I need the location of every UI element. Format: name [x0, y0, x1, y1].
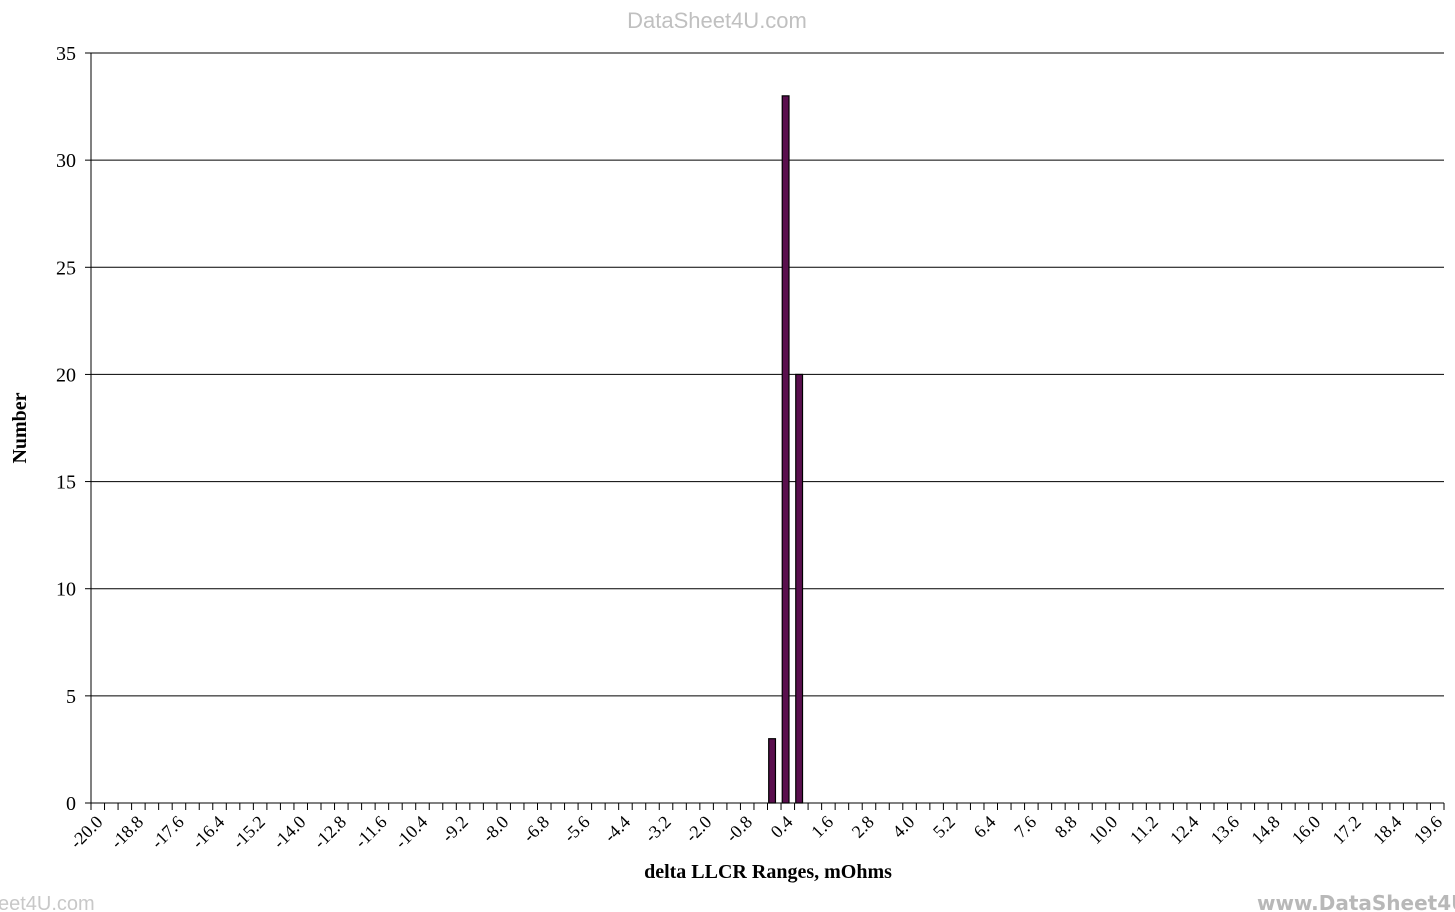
watermark-bottom-left: eet4U.com — [0, 893, 95, 912]
x-tick-label: -9.2 — [438, 812, 472, 846]
x-tick-label: 14.8 — [1247, 812, 1283, 848]
x-tick-label: 19.6 — [1410, 812, 1446, 848]
y-tick-label: 30 — [56, 150, 76, 172]
bars — [768, 95, 804, 804]
x-tick-label: -17.6 — [147, 812, 188, 853]
x-tick-label: 16.0 — [1288, 812, 1324, 848]
x-tick-label: -15.2 — [228, 812, 269, 853]
x-tick-label: 8.8 — [1051, 812, 1081, 842]
x-tick-label: -0.8 — [722, 812, 756, 846]
x-tick-label: -18.8 — [107, 812, 148, 853]
x-tick-label: -20.0 — [66, 812, 107, 853]
bar — [781, 95, 790, 804]
x-tick-label: -14.0 — [269, 812, 310, 853]
x-axis-title: delta LLCR Ranges, mOhms — [644, 861, 892, 883]
x-tick-label: -4.4 — [600, 812, 634, 846]
x-tick-label: -3.2 — [641, 812, 675, 846]
y-tick-label: 25 — [56, 257, 76, 279]
y-axis-title: Number — [9, 392, 31, 463]
x-tick-label: 6.4 — [970, 812, 1000, 842]
x-tick-label: 7.6 — [1010, 812, 1040, 842]
x-tick-label: 17.2 — [1328, 812, 1364, 848]
gridlines — [91, 52, 1444, 697]
watermark-bottom-right: www.DataSheet4U — [1257, 891, 1455, 912]
watermark-top: DataSheet4U.com — [627, 8, 807, 33]
x-tick-label: -12.8 — [309, 812, 350, 853]
x-tick-label: -2.0 — [681, 812, 715, 846]
x-tick-label: 13.6 — [1207, 812, 1243, 848]
y-tick-labels: 0 5 10 15 20 25 30 35 — [56, 43, 76, 815]
x-tick-label: 5.2 — [929, 812, 959, 842]
bar — [768, 738, 777, 804]
x-tick-label: 4.0 — [888, 812, 918, 842]
x-tick-label: 0.4 — [767, 812, 797, 842]
x-tick-label: -6.8 — [519, 812, 553, 846]
y-tick-label: 15 — [56, 472, 76, 494]
x-tick-label: -8.0 — [478, 812, 512, 846]
y-tick-label: 0 — [66, 793, 76, 815]
x-tick-label: -11.6 — [351, 812, 391, 852]
x-tick-label: 11.2 — [1126, 812, 1162, 848]
x-tick-label: -10.4 — [391, 812, 432, 853]
x-tick-label: 1.6 — [807, 812, 837, 842]
x-tick-label: 18.4 — [1369, 812, 1405, 848]
x-tick-label: 2.8 — [848, 812, 878, 842]
x-tick-labels: -20.0 -18.8 -17.6 -16.4 -15.2 -14.0 -12.8 -11.6… — [66, 812, 1446, 853]
axes — [85, 52, 1445, 810]
y-tick-label: 5 — [66, 686, 76, 708]
y-tick-label: 10 — [56, 579, 76, 601]
x-tick-label: 12.4 — [1166, 812, 1202, 848]
y-tick-label: 20 — [56, 364, 76, 386]
bar — [795, 373, 804, 804]
x-tick-label: -16.4 — [188, 812, 229, 853]
x-tick-label: 10.0 — [1085, 812, 1121, 848]
x-tick-label: -5.6 — [559, 812, 593, 846]
y-tick-label: 35 — [56, 43, 76, 65]
